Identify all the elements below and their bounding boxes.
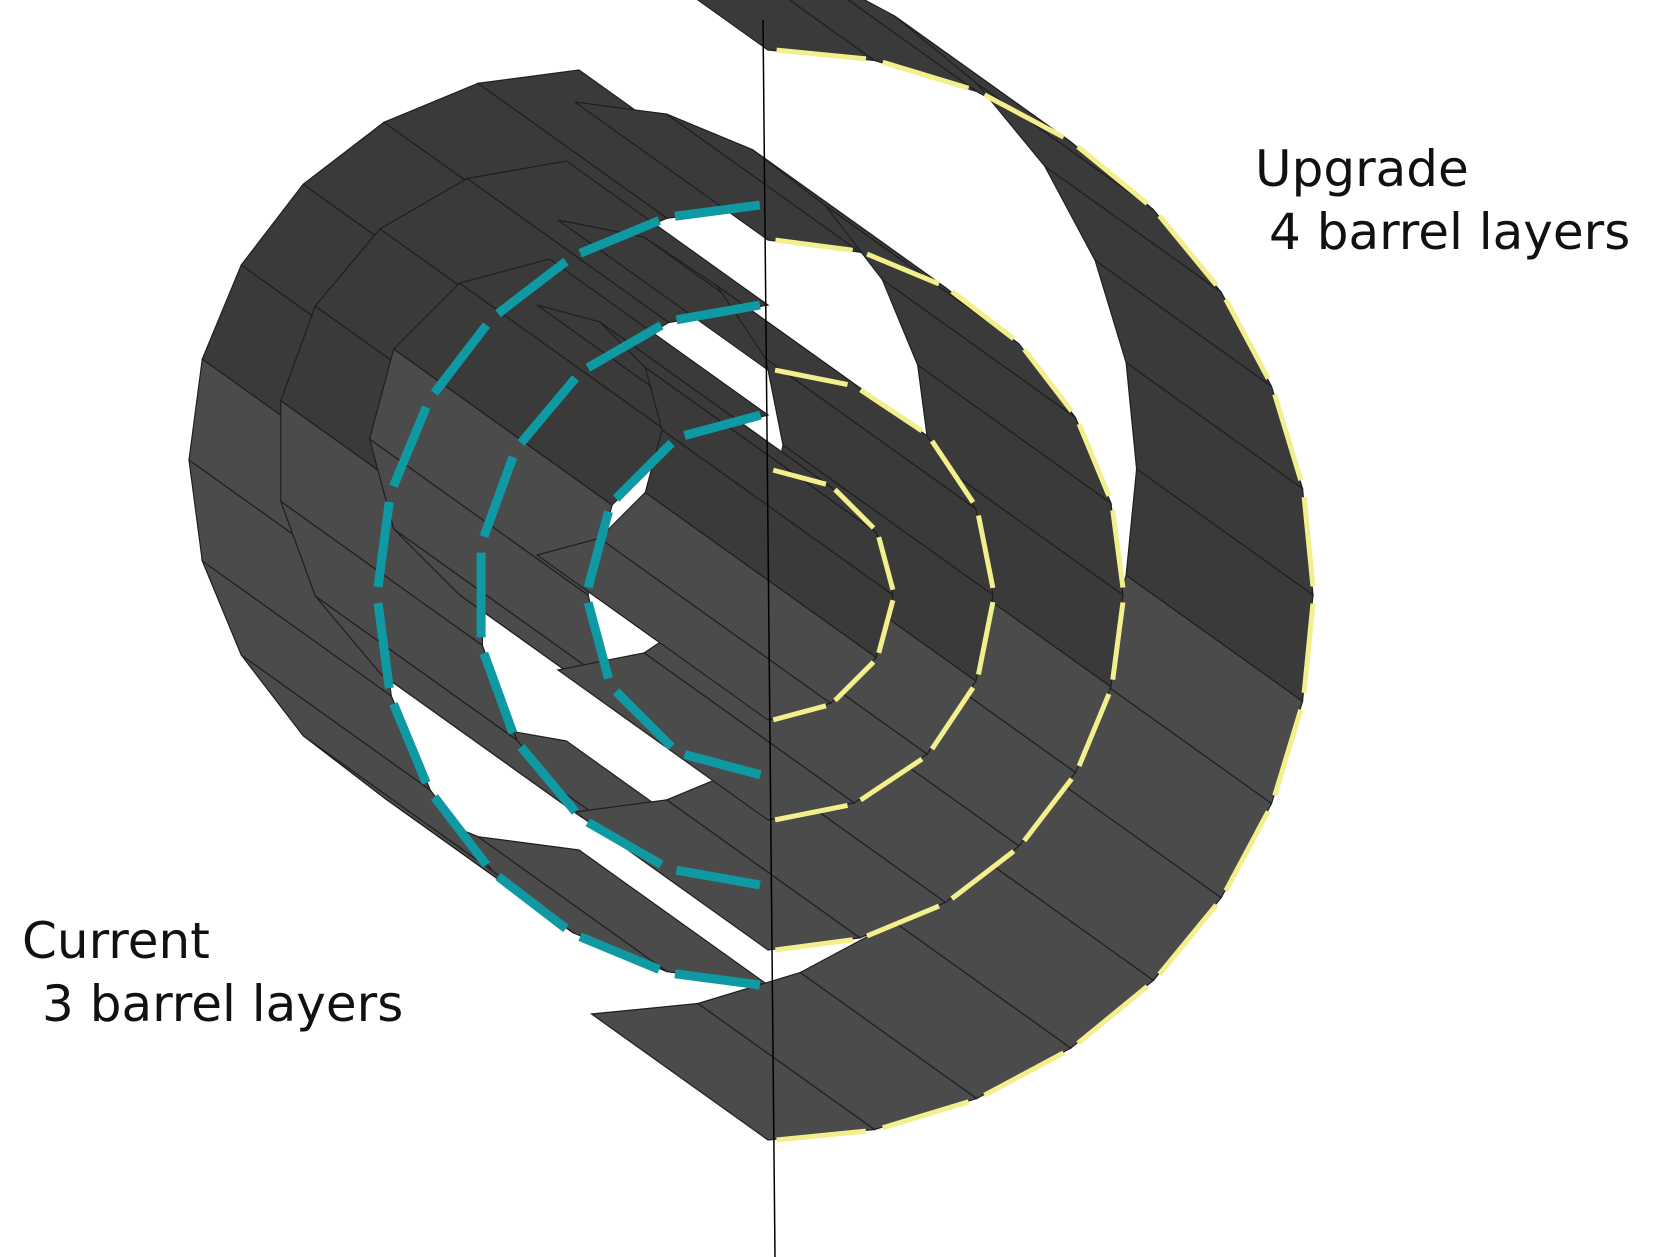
current-layer-2-module	[585, 818, 664, 869]
current-layer-3-module	[583, 510, 613, 589]
upgrade-layer-2-module	[775, 237, 854, 253]
upgrade-layer-2-module	[950, 849, 1016, 901]
upgrade-layer-1-module	[1301, 496, 1316, 587]
upgrade-layer-2-module	[775, 937, 854, 953]
upgrade-layer-2-module	[1022, 777, 1074, 843]
current-layer-2-module	[675, 865, 761, 890]
current-layer-3-module	[683, 750, 762, 780]
current-layer-1-module	[674, 200, 761, 221]
center-divider-line	[762, 19, 776, 1257]
current-layer-2-module	[479, 455, 518, 539]
upgrade-layer-3-module	[929, 439, 976, 504]
current-layer-1-module	[373, 501, 394, 588]
current-layer-1-module	[389, 405, 431, 488]
upgrade-layer-1-module	[1272, 708, 1304, 797]
upgrade-layer-1-stave	[894, 15, 1154, 211]
current-layer-1-module	[430, 322, 491, 396]
upgrade-layer-3-module	[859, 387, 924, 434]
upgrade-label-subtitle: 4 barrel layers	[1269, 202, 1631, 261]
current-layer-3-module	[612, 439, 675, 502]
current-layer-2-module	[517, 375, 579, 446]
upgrade-layer-2-module	[1110, 602, 1126, 681]
upgrade-layer-4-module	[833, 660, 876, 703]
upgrade-layer-1-module	[983, 92, 1065, 140]
upgrade-layer-4-module	[876, 599, 896, 654]
upgrade-layer-2-module	[1022, 347, 1074, 413]
current-layer-2-module	[675, 300, 761, 325]
upgrade-layer-1-module	[1223, 810, 1271, 892]
upgrade-layer-2-module	[1110, 509, 1126, 588]
current-layer-3-module	[612, 688, 675, 751]
upgrade-layer-1-module	[1301, 603, 1316, 694]
upgrade-layer-1-module	[776, 47, 867, 62]
current-label-title: Current	[22, 912, 210, 970]
current-layer-1-module	[495, 872, 569, 933]
upgrade-layer-1-module	[881, 59, 970, 91]
upgrade-layer-1-module	[1076, 984, 1149, 1046]
upgrade-layer-3-module	[774, 367, 849, 387]
upgrade-layer-3-module	[929, 686, 976, 751]
current-layer-1-module	[430, 794, 491, 868]
current-layer-1-module	[578, 216, 661, 258]
upgrade-layer-1-module	[1157, 214, 1219, 287]
upgrade-label-title: Upgrade	[1255, 140, 1469, 198]
upgrade-layer-4-module	[772, 467, 827, 487]
upgrade-layer-1-module	[1272, 393, 1304, 482]
upgrade-layer-1-module	[1076, 144, 1149, 206]
upgrade-layer-1-module	[1157, 903, 1219, 976]
current-layer-2-module	[585, 321, 664, 372]
upgrade-layer-4-module	[772, 703, 827, 723]
upgrade-layer-3-module	[859, 756, 924, 803]
upgrade-layer-3-module	[976, 514, 996, 589]
current-layer-1-module	[674, 969, 761, 990]
upgrade-layer-1-module	[983, 1050, 1065, 1098]
upgrade-layer-2-module	[866, 903, 940, 939]
upgrade-layer-1-module	[881, 1099, 970, 1131]
current-layer-2-module	[479, 651, 518, 735]
upgrade-layer-1-module	[1223, 298, 1271, 380]
current-layer-1-module	[578, 932, 661, 974]
upgrade-layer-3-module	[774, 803, 849, 823]
upgrade-layer-2-module	[1076, 423, 1112, 497]
upgrade-layer-2-module	[1076, 693, 1112, 767]
current-layer-1-module	[389, 702, 431, 785]
upgrade-layer-4-module	[876, 536, 896, 591]
current-label-subtitle: 3 barrel layers	[42, 974, 404, 1033]
upgrade-layer-3-module	[976, 601, 996, 676]
upgrade-label: Upgrade 4 barrel layers	[1255, 138, 1630, 263]
current-layer-2-module	[517, 744, 579, 815]
current-layer-3-module	[683, 410, 762, 440]
current-layer-1-module	[495, 257, 569, 318]
layer-cross-sections	[373, 47, 1316, 1143]
upgrade-layer-2-module	[866, 251, 940, 287]
current-layer-3-module	[583, 601, 613, 680]
upgrade-layer-4-module	[833, 487, 876, 530]
current-label: Current 3 barrel layers	[22, 910, 403, 1035]
detector-barrel-body	[188, 0, 1314, 1141]
upgrade-layer-2-module	[950, 289, 1016, 341]
upgrade-layer-1-module	[776, 1128, 867, 1143]
current-layer-1-module	[373, 602, 394, 689]
